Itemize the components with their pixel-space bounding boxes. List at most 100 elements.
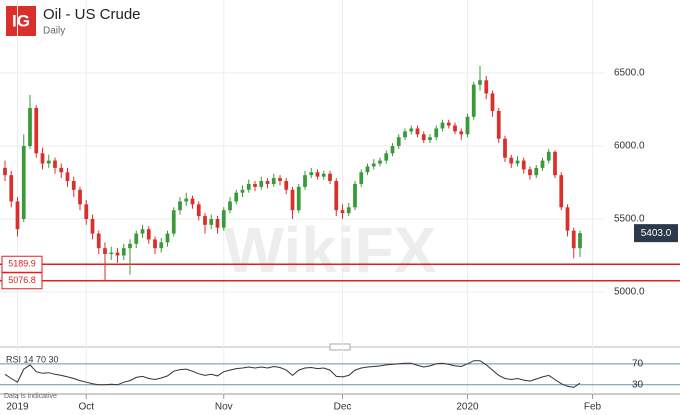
candle-body xyxy=(484,80,489,94)
candle-body xyxy=(415,128,420,135)
candle-body xyxy=(421,134,426,141)
candle-body xyxy=(265,181,270,184)
candle-body xyxy=(209,218,214,225)
candle-body xyxy=(215,218,220,228)
candle-body xyxy=(296,186,301,211)
y-tick-label: 5500.0 xyxy=(614,214,645,225)
candle-body xyxy=(121,248,126,256)
last-price-label: 5403.0 xyxy=(641,228,672,239)
x-tick-label: Oct xyxy=(78,402,94,413)
rsi-label: RSI 14 70 30 xyxy=(6,354,59,364)
candle-body xyxy=(103,248,107,255)
candle-body xyxy=(128,243,132,249)
logo: IG xyxy=(12,11,30,30)
candle-body xyxy=(259,181,264,187)
y-tick-label: 6500.0 xyxy=(614,68,645,79)
candle-body xyxy=(190,198,195,205)
candle-body xyxy=(515,160,520,164)
candle-body xyxy=(353,183,357,208)
rsi-line xyxy=(4,360,581,388)
candle-body xyxy=(40,153,45,164)
candle-body xyxy=(278,178,282,182)
chart-title: Oil - US Crude xyxy=(43,6,141,23)
candle-body xyxy=(403,131,407,138)
candle-body xyxy=(528,169,532,176)
candle-body xyxy=(471,84,476,117)
candle-body xyxy=(509,157,514,164)
candle-body xyxy=(446,122,451,126)
candle-body xyxy=(378,160,382,164)
candle-body xyxy=(321,173,326,177)
candle-body xyxy=(546,151,551,161)
candle-body xyxy=(246,183,251,190)
candle-body xyxy=(565,207,570,231)
candle-body xyxy=(428,137,432,141)
x-tick-label: 2019 xyxy=(6,402,29,413)
candle-body xyxy=(253,183,257,187)
rsi-tick-label: 70 xyxy=(632,358,644,369)
candle-body xyxy=(409,128,414,132)
candle-body xyxy=(503,138,507,158)
x-tick-label: Dec xyxy=(334,402,352,413)
candle-body xyxy=(453,125,457,132)
candle-body xyxy=(271,178,276,184)
candle-body xyxy=(390,145,395,154)
candle-body xyxy=(384,153,389,161)
candle-body xyxy=(46,160,51,164)
chart-subtitle: Daily xyxy=(43,26,65,37)
candle-body xyxy=(465,116,470,135)
candle-body xyxy=(184,198,189,202)
last-price-box xyxy=(634,224,678,243)
candle-body xyxy=(571,230,576,249)
level-label-box xyxy=(1,255,43,273)
candle-body xyxy=(371,163,376,167)
candle-body xyxy=(521,160,526,170)
candle-body xyxy=(340,210,345,214)
candle-body xyxy=(559,175,564,208)
candle-body xyxy=(496,110,501,139)
candle-body xyxy=(15,201,20,230)
candle-body xyxy=(553,151,557,176)
candle-body xyxy=(3,167,7,176)
candle-body xyxy=(59,167,64,173)
level-label: 5189.9 xyxy=(8,259,36,269)
y-tick-label: 6000.0 xyxy=(614,141,645,152)
candle-body xyxy=(490,93,495,111)
candle-body xyxy=(228,201,232,211)
candle-body xyxy=(284,181,289,190)
candle-body xyxy=(78,189,82,205)
logo-box xyxy=(6,6,36,36)
candle-body xyxy=(134,233,139,244)
candle-body xyxy=(534,167,539,176)
candle-body xyxy=(303,175,307,187)
candle-body xyxy=(28,108,32,146)
candle-body xyxy=(115,252,120,256)
candle-body xyxy=(334,181,339,211)
candle-body xyxy=(203,216,207,225)
candle-body xyxy=(478,80,482,85)
candle-body xyxy=(578,233,582,249)
candle-body xyxy=(21,145,26,219)
candle-body xyxy=(459,131,464,135)
note: Data is indicative xyxy=(4,393,57,400)
candle-body xyxy=(240,189,245,193)
candle-body xyxy=(109,252,114,255)
candle-body xyxy=(140,229,145,234)
candle-body xyxy=(196,204,201,217)
candle-body xyxy=(90,218,95,234)
y-tick-label: 5000.0 xyxy=(614,287,645,298)
candle-body xyxy=(34,108,39,154)
candle-body xyxy=(171,210,176,234)
candle-body xyxy=(146,229,151,240)
candle-body xyxy=(9,175,14,202)
candle-body xyxy=(365,166,370,173)
candle-body xyxy=(328,173,332,182)
candle-body xyxy=(440,122,445,129)
level-label-box xyxy=(1,272,43,290)
candle-body xyxy=(84,204,89,219)
watermark: WikiFX xyxy=(224,214,437,286)
candle-body xyxy=(178,201,182,211)
x-tick-label: 2020 xyxy=(456,402,479,413)
